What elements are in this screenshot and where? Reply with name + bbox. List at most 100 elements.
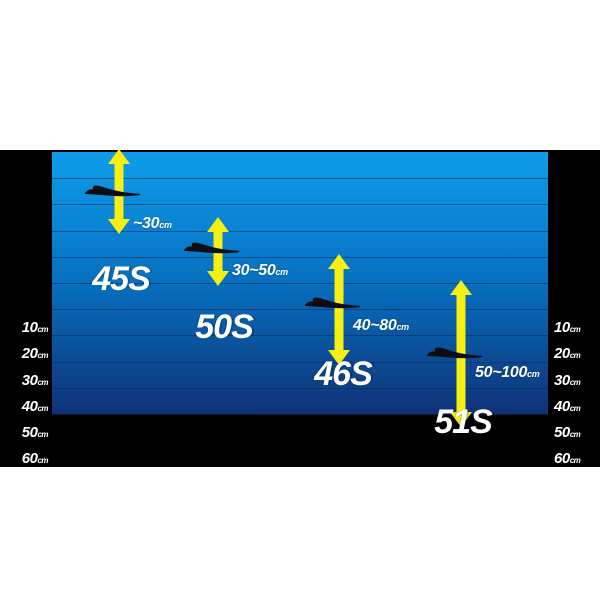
depth-range-arrow-shaft — [334, 266, 344, 352]
depth-tick-value: 40 — [21, 397, 38, 415]
depth-tick-50cm: 50cm — [21, 424, 49, 442]
depth-gridline — [52, 414, 548, 415]
depth-tick-value: 20 — [554, 345, 570, 363]
depth-tick-unit: cm — [37, 351, 48, 361]
depth-range-value: 30~50 — [232, 262, 276, 280]
depth-range-label-45s: ~30cm — [133, 215, 172, 233]
lure-silhouette-50s — [183, 237, 241, 255]
lure-group-45s: ~30cm 45S — [0, 149, 600, 467]
depth-tick-70cm: 70cm — [21, 476, 49, 494]
depth-range-unit: cm — [159, 219, 172, 230]
depth-range-unit: cm — [527, 369, 540, 380]
depth-tick-value: 90 — [21, 528, 38, 546]
depth-range-arrow-head-down — [108, 218, 130, 234]
depth-range-arrow-head-down — [328, 349, 350, 365]
depth-tick-value: 70 — [554, 476, 570, 494]
depth-tick-value: 80 — [21, 502, 38, 520]
depth-range-arrow-head-up — [108, 149, 130, 164]
depth-tick-value: 50 — [21, 424, 38, 441]
depth-tick-value: 30 — [554, 371, 570, 389]
depth-tick-40cm: 40cm — [21, 397, 49, 416]
depth-range-arrow-head-up — [207, 217, 229, 233]
depth-gridline — [52, 309, 548, 311]
depth-tick-100cm: 100cm — [554, 555, 589, 573]
depth-range-value: ~30 — [133, 214, 160, 232]
depth-range-label-50s: 30~50cm — [232, 262, 288, 280]
depth-tick-unit: cm — [577, 561, 589, 570]
depth-gridline — [52, 335, 548, 337]
depth-tick-unit: cm — [569, 456, 581, 466]
depth-tick-10cm: 10cm — [21, 319, 49, 337]
depth-tick-value: 20 — [21, 345, 38, 363]
depth-tick-unit: cm — [37, 482, 48, 492]
depth-gridline — [52, 178, 548, 180]
lure-model-label-45s: 45S — [92, 260, 150, 298]
depth-tick-50cm: 50cm — [554, 424, 581, 442]
depth-range-value: 40~80 — [353, 317, 397, 335]
depth-tick-10cm: 10cm — [554, 319, 581, 337]
depth-tick-value: 40 — [554, 397, 570, 415]
depth-tick-unit: cm — [569, 534, 581, 544]
depth-tick-value: 10 — [554, 319, 570, 337]
depth-gridline — [52, 283, 548, 284]
depth-tick-60cm: 60cm — [21, 450, 49, 468]
lure-group-50s: 30~50cm 50S — [0, 150, 600, 467]
depth-tick-value: 60 — [554, 450, 570, 468]
depth-tick-unit: cm — [37, 561, 48, 570]
depth-tick-unit: cm — [37, 325, 48, 335]
depth-tick-unit: cm — [569, 482, 581, 492]
lure-silhouette-51s — [426, 342, 484, 360]
chart-frame: 10cm 20cm 30cm 40cm 50cm 60cm 70cm 80cm 90cm 100c… — [0, 149, 600, 572]
depth-tick-value: 30 — [21, 371, 38, 389]
depth-tick-90cm: 90cm — [554, 528, 581, 547]
depth-tick-20cm: 20cm — [21, 345, 49, 363]
lure-model-label-50s: 50S — [195, 308, 253, 346]
depth-tick-unit: cm — [37, 403, 48, 413]
depth-range-value: 50~100 — [475, 364, 528, 382]
depth-gridline — [52, 230, 548, 232]
depth-tick-value: 80 — [554, 502, 570, 520]
depth-tick-unit: cm — [569, 377, 581, 387]
depth-tick-20cm: 20cm — [554, 345, 581, 363]
depth-tick-value: 100 — [554, 555, 578, 572]
depth-tick-unit: cm — [37, 456, 48, 466]
depth-tick-unit: cm — [37, 508, 48, 518]
depth-gridline — [52, 256, 548, 258]
depth-tick-unit: cm — [569, 325, 581, 335]
depth-tick-value: 90 — [554, 528, 570, 546]
lure-model-label-51s: 51S — [434, 403, 492, 441]
depth-range-arrow-head-down — [207, 271, 229, 286]
depth-range-unit: cm — [396, 322, 409, 333]
depth-tick-unit: cm — [569, 430, 581, 439]
lure-group-46s: 40~80cm 46S — [0, 150, 600, 467]
lure-silhouette-46s — [304, 292, 362, 310]
depth-gridline — [52, 361, 548, 363]
depth-scale-left: 10cm 20cm 30cm 40cm 50cm 60cm 70cm 80cm 90cm 100c… — [0, 302, 52, 572]
depth-tick-60cm: 60cm — [554, 450, 581, 468]
depth-scale-right: 10cm 20cm 30cm 40cm 50cm 60cm 70cm 80cm 90cm 100c… — [548, 302, 600, 572]
depth-tick-value: 60 — [21, 450, 38, 468]
depth-tick-unit: cm — [37, 430, 48, 439]
depth-tick-100cm: 100cm — [13, 555, 49, 573]
depth-tick-80cm: 80cm — [21, 502, 49, 521]
depth-tick-40cm: 40cm — [554, 397, 581, 416]
depth-gridline — [52, 387, 548, 389]
depth-tick-value: 10 — [21, 319, 38, 337]
depth-tick-70cm: 70cm — [554, 476, 581, 494]
depth-range-label-46s: 40~80cm — [353, 317, 409, 335]
depth-range-arrow-head-up — [328, 253, 350, 269]
depth-tick-30cm: 30cm — [554, 371, 581, 390]
lure-group-51s: 50~100cm 51S — [0, 150, 600, 467]
lure-model-label-46s: 46S — [314, 355, 372, 393]
depth-range-label-51s: 50~100cm — [475, 364, 540, 382]
depth-tick-unit: cm — [569, 351, 581, 361]
depth-range-arrow-head-down — [450, 412, 472, 428]
depth-tick-value: 50 — [554, 424, 570, 441]
depth-tick-unit: cm — [37, 377, 48, 387]
depth-tick-value: 100 — [13, 555, 38, 572]
depth-tick-90cm: 90cm — [21, 528, 49, 547]
lure-silhouette-45s — [84, 180, 142, 198]
depth-tick-value: 70 — [21, 476, 38, 494]
depth-range-arrow-head-up — [450, 280, 472, 295]
